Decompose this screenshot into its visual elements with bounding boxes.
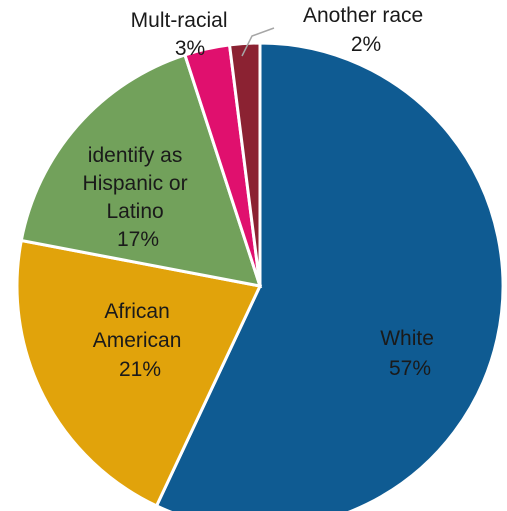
slice-label-african-american-line1: African xyxy=(104,300,169,323)
slice-label-another-race-value: 2% xyxy=(351,33,381,56)
slice-label-hispanic-value: 17% xyxy=(117,228,159,251)
slice-label-african-american-value: 21% xyxy=(119,358,161,381)
slice-label-white: White 57% xyxy=(380,327,440,380)
slice-label-white-value: 57% xyxy=(389,357,431,380)
another-race-leader-line xyxy=(241,27,275,57)
pie-slice-african-american xyxy=(15,238,263,508)
slice-label-hispanic-line2: Hispanic or xyxy=(83,172,188,195)
slice-label-hispanic: identify as Hispanic or Latino 17% xyxy=(83,144,194,251)
slice-label-multiracial-name: Mult-racial xyxy=(131,9,228,32)
pie-slice-white xyxy=(154,41,505,511)
slice-label-multiracial-value: 3% xyxy=(175,37,205,60)
pie-slice-hispanic xyxy=(19,52,263,288)
slice-label-african-american-line2: American xyxy=(93,329,182,352)
pie-slice-another-race xyxy=(227,41,262,287)
slice-label-another-race: Another race 2% xyxy=(303,4,429,56)
slice-label-multiracial: Mult-racial 3% xyxy=(131,9,234,60)
slice-label-hispanic-line3: Latino xyxy=(106,200,163,223)
slice-label-hispanic-line1: identify as xyxy=(88,144,183,167)
slice-label-white-name: White xyxy=(380,327,434,350)
pie-slices xyxy=(15,41,505,511)
slice-label-another-race-name: Another race xyxy=(303,4,423,27)
slice-label-african-american: African American 21% xyxy=(93,300,188,381)
